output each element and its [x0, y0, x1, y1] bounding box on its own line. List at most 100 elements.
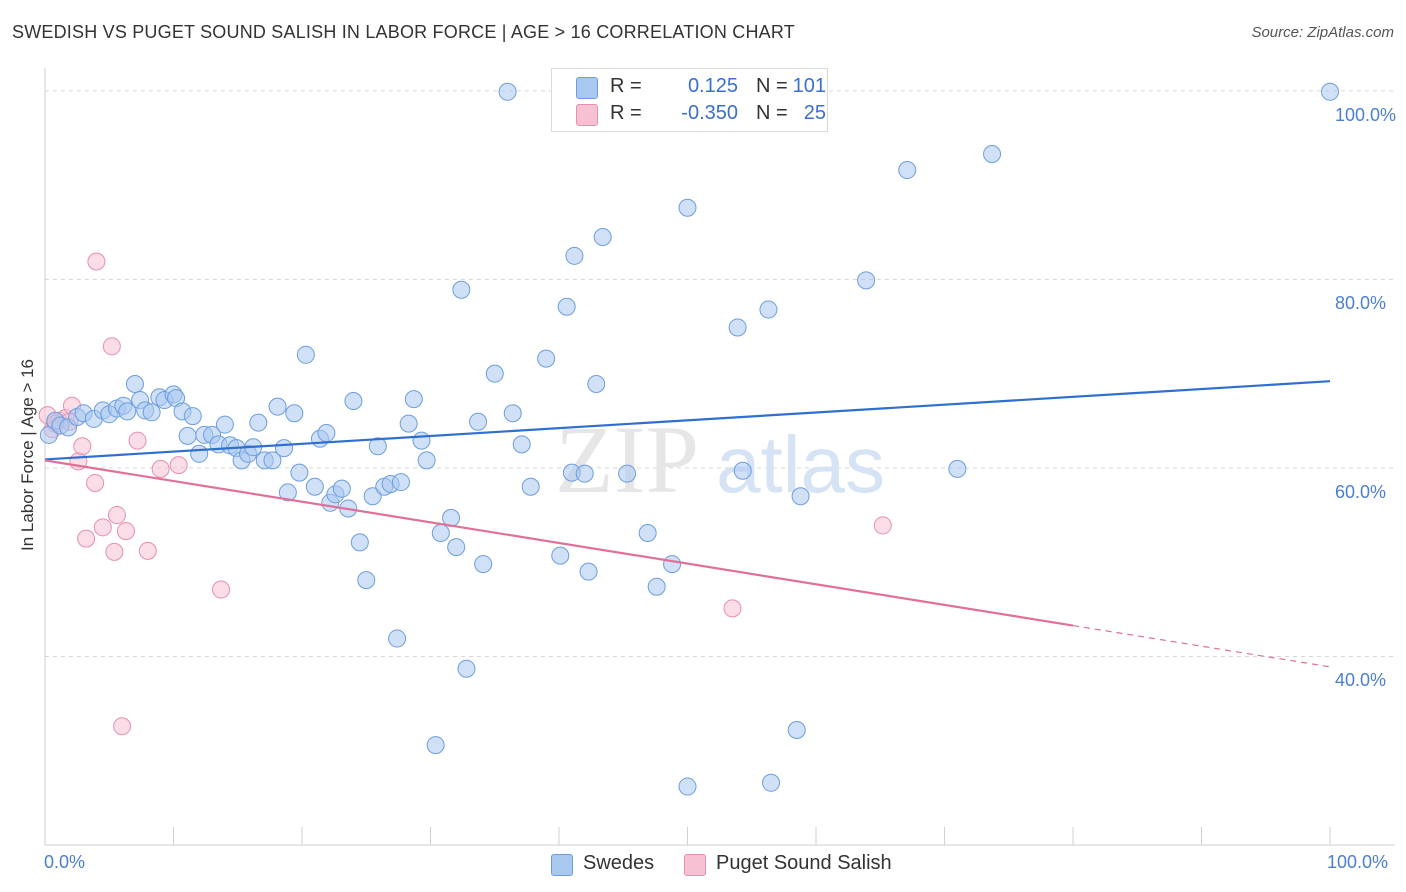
data-point [565, 246, 584, 265]
data-point [105, 542, 124, 561]
data-point [474, 555, 493, 574]
data-point [113, 717, 132, 736]
watermark: ZIP atlas [555, 406, 885, 513]
y-tick-label: 100.0% [1335, 104, 1397, 125]
legend-n-value: 25 [803, 102, 826, 124]
legend-n-value: 101 [792, 75, 826, 97]
data-point [469, 412, 488, 431]
data-point [537, 349, 556, 368]
watermark-zip: ZIP [555, 406, 699, 513]
data-point [521, 477, 540, 496]
data-point [169, 456, 188, 475]
data-point [638, 523, 657, 542]
data-point [593, 227, 612, 246]
data-point [142, 403, 161, 422]
data-point [190, 444, 209, 463]
data-point [857, 271, 876, 290]
data-point [87, 252, 106, 271]
data-point [457, 659, 476, 678]
trend-line-blue [44, 380, 1331, 461]
grid-lines [45, 90, 1395, 657]
data-point [412, 431, 431, 450]
y-tick-label: 80.0% [1335, 293, 1387, 314]
data-point [723, 599, 742, 618]
data-point [618, 464, 637, 483]
bottom-swatch-pink [684, 854, 706, 876]
data-point [151, 459, 170, 478]
data-point [678, 777, 697, 796]
data-point [332, 479, 351, 498]
data-point [73, 437, 92, 456]
data-point [178, 426, 197, 445]
legend-swatch-pink [576, 104, 598, 126]
data-point [350, 533, 369, 552]
data-point [1321, 82, 1339, 101]
trend-lines [44, 380, 1331, 668]
data-point [404, 390, 423, 409]
data-point [759, 300, 778, 319]
legend-swatch-blue [576, 77, 598, 99]
bottom-swatch-blue [551, 854, 573, 876]
legend-n-label: N = [756, 102, 788, 124]
data-point [575, 464, 594, 483]
data-point [138, 541, 157, 560]
data-point [452, 280, 471, 299]
data-point [579, 562, 598, 581]
data-point [215, 415, 234, 434]
legend-r-label: R = [610, 75, 642, 97]
legend-r-value: 0.125 [687, 75, 738, 97]
bottom-legend-label: Puget Sound Salish [716, 852, 892, 874]
data-point [275, 439, 294, 458]
data-point [733, 461, 752, 480]
data-point [426, 736, 445, 755]
data-point [102, 337, 121, 356]
data-point [503, 404, 522, 423]
data-point [447, 538, 466, 557]
data-point [948, 459, 967, 478]
data-point [388, 629, 407, 648]
data-point [368, 437, 387, 456]
data-point [647, 577, 666, 596]
data-point [128, 431, 147, 450]
data-point [118, 402, 137, 421]
data-point [431, 523, 450, 542]
data-point [305, 477, 324, 496]
legend-n-label: N = [756, 75, 788, 97]
data-point [663, 555, 682, 574]
y-tick-label: 40.0% [1335, 670, 1387, 691]
data-point [183, 407, 202, 426]
data-point [344, 391, 363, 410]
data-point [587, 375, 606, 394]
data-point [107, 506, 126, 525]
data-point [125, 375, 144, 394]
data-point [898, 161, 917, 180]
data-point [485, 364, 504, 383]
data-point [212, 580, 231, 599]
data-point [728, 318, 747, 337]
data-point [791, 487, 810, 506]
source-label: Source: ZipAtlas.com [1251, 24, 1394, 41]
trend-line-extension-pink [1072, 624, 1331, 668]
data-point [983, 145, 1002, 164]
data-point [557, 297, 576, 316]
data-point [551, 546, 570, 565]
data-point [296, 345, 315, 364]
data-point [317, 424, 336, 443]
bottom-legend-label: Swedes [583, 852, 655, 874]
data-point [873, 516, 892, 535]
legend-r-value: -0.350 [681, 102, 738, 124]
y-tick-label: 60.0% [1335, 481, 1387, 502]
data-point [93, 518, 112, 537]
data-point [249, 413, 268, 432]
data-point [278, 483, 297, 502]
axes [44, 68, 1395, 846]
data-point [417, 451, 436, 470]
chart-title: SWEDISH VS PUGET SOUND SALISH IN LABOR F… [12, 22, 795, 42]
data-point [116, 522, 135, 541]
data-point [290, 463, 309, 482]
data-point [399, 414, 418, 433]
data-point [391, 473, 410, 492]
data-point [268, 397, 287, 416]
data-point [263, 451, 282, 470]
